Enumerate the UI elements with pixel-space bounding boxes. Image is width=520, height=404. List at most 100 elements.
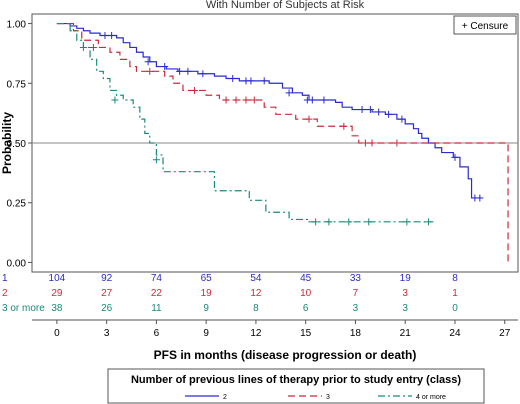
series-line-2: [56, 22, 509, 263]
censor-mark: [385, 110, 393, 118]
risk-count: 65: [201, 273, 213, 284]
risk-count: 7: [353, 288, 359, 299]
y-tick-label: 0.50: [7, 139, 27, 150]
censor-mark: [358, 106, 366, 114]
x-tick-label: 18: [350, 328, 362, 339]
legend-frame: [107, 368, 485, 404]
series-group: [56, 22, 509, 263]
risk-count: 11: [151, 303, 162, 314]
risk-table: 1 104 92 74 65 54 45 33 19 82 29 27 22 19 12 10 7 3 13 or …: [2, 273, 458, 314]
legend-label: 4 or more: [416, 394, 446, 401]
censor-mark: [424, 218, 432, 226]
censor-mark: [260, 77, 268, 85]
censor-mark: [476, 194, 484, 202]
legend-label: 3: [326, 394, 330, 401]
risk-count: 3: [402, 288, 408, 299]
censor-mark: [161, 63, 169, 71]
x-axis: 0 3 6 9 12 15 18 21 24 27: [32, 319, 518, 339]
y-tick-label: 0.75: [7, 79, 27, 90]
y-tick-label: 1.00: [7, 20, 27, 31]
risk-count: 0: [452, 303, 458, 314]
censor-mark: [451, 153, 459, 161]
risk-count: 8: [452, 273, 458, 284]
censor-mark: [146, 67, 154, 75]
censor-mark: [191, 86, 199, 94]
risk-count: 6: [303, 303, 309, 314]
risk-count: 10: [300, 288, 312, 299]
risk-count: 9: [203, 303, 209, 314]
x-tick-label: 21: [400, 328, 412, 339]
x-tick-label: 15: [300, 328, 312, 339]
censor-mark: [325, 218, 333, 226]
risk-count: 1: [452, 288, 458, 299]
x-axis-label: PFS in months (disease progression or de…: [154, 348, 417, 362]
risk-count: 104: [49, 273, 66, 284]
x-tick-label: 12: [250, 328, 262, 339]
censor-mark: [199, 70, 207, 78]
censor-mark: [366, 106, 374, 114]
censor-mark: [285, 89, 293, 97]
censor-mark: [152, 156, 160, 164]
censor-mark: [108, 32, 116, 39]
risk-count: 22: [151, 288, 163, 299]
censor-mark: [305, 115, 313, 123]
censor-mark: [144, 58, 152, 66]
censor-mark: [403, 218, 411, 226]
x-tick-label: 0: [54, 328, 60, 339]
risk-count: 92: [101, 273, 113, 284]
series-line-3: [56, 22, 434, 223]
risk-count: 19: [400, 273, 412, 284]
censor-mark: [312, 218, 320, 226]
risk-count: 8: [253, 303, 259, 314]
risk-count: 19: [201, 288, 213, 299]
y-axis: 0.00 0.25 0.50 0.75 1.00: [7, 20, 32, 269]
censor-mark: [361, 139, 369, 147]
risk-count: 27: [101, 288, 113, 299]
censor-mark: [247, 77, 255, 85]
censor-mark: [398, 115, 406, 123]
legend: Number of previous lines of therapy prio…: [107, 368, 485, 404]
risk-count: 12: [250, 288, 262, 299]
censor-mark: [345, 218, 353, 226]
censor-mark: [176, 67, 184, 75]
censor-mark: [320, 96, 328, 104]
censor-mark: [340, 122, 348, 130]
risk-count: 29: [51, 288, 63, 299]
legend-items: 2 3 4 or more: [185, 394, 446, 401]
x-tick-label: 24: [449, 328, 461, 339]
censor-mark: [184, 67, 192, 75]
risk-count: 54: [250, 273, 262, 284]
censor-mark: [111, 96, 119, 104]
censor-mark: [222, 96, 230, 104]
risk-count: 3: [353, 303, 359, 314]
censor-group: [79, 32, 484, 226]
censor-mark: [308, 96, 316, 104]
chart-subtitle: With Number of Subjects at Risk: [206, 0, 365, 11]
censor-mark: [365, 218, 373, 226]
legend-label: 2: [223, 394, 227, 401]
risk-count: 3: [402, 303, 408, 314]
y-axis-label: Probability: [0, 112, 14, 174]
x-tick-label: 6: [154, 328, 160, 339]
risk-row-label: 3 or more: [2, 303, 45, 314]
censor-mark: [250, 96, 258, 104]
y-tick-label: 0.00: [7, 258, 27, 269]
censor-mark: [242, 96, 250, 104]
censor-mark: [101, 32, 109, 39]
censor-legend-label: + Censure: [462, 21, 509, 32]
censor-mark: [393, 139, 401, 147]
legend-title: Number of previous lines of therapy prio…: [131, 374, 461, 386]
risk-row-label: 1: [2, 273, 8, 284]
censor-mark: [232, 96, 240, 104]
risk-count: 45: [300, 273, 312, 284]
censor-mark: [79, 43, 87, 51]
x-tick-label: 27: [499, 328, 511, 339]
series-line-1: [56, 22, 482, 199]
censor-mark: [89, 43, 97, 51]
risk-count: 74: [151, 273, 163, 284]
risk-count: 26: [101, 303, 113, 314]
x-tick-label: 3: [104, 328, 110, 339]
y-tick-label: 0.25: [7, 199, 27, 210]
risk-count: 33: [350, 273, 362, 284]
